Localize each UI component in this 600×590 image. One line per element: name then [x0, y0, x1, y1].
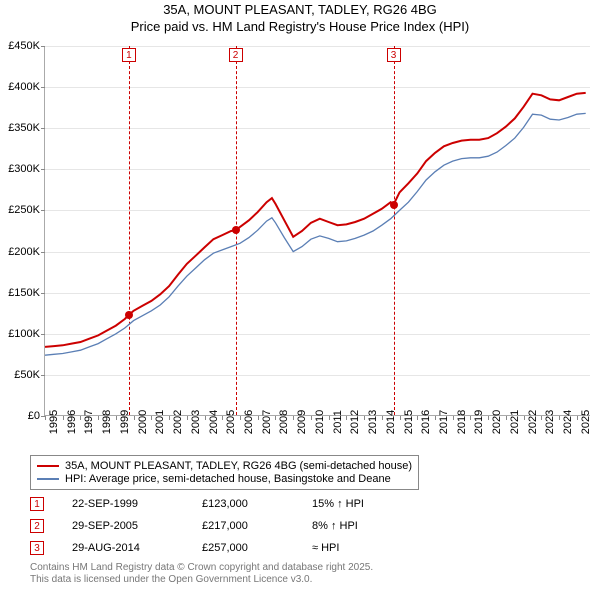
sale-row-price: £217,000	[202, 520, 312, 532]
sale-dot-3	[390, 201, 398, 209]
legend-row-series-1: 35A, MOUNT PLEASANT, TADLEY, RG26 4BG (s…	[37, 460, 412, 472]
chart-plot-area: 1 2 3	[44, 46, 590, 416]
y-axis-tick-label: £350K	[0, 122, 40, 134]
house-price-chart: { "title": { "line1": "35A, MOUNT PLEASA…	[0, 0, 600, 590]
sale-dot-1	[125, 311, 133, 319]
legend-row-series-2: HPI: Average price, semi-detached house,…	[37, 473, 412, 485]
y-axis-tick-label: £50K	[0, 369, 40, 381]
sale-row-3: 3 29-AUG-2014£257,000≈ HPI	[30, 541, 339, 555]
footnote-line1: Contains HM Land Registry data © Crown c…	[30, 562, 373, 574]
sale-row-price: £257,000	[202, 542, 312, 554]
sale-marker-box-2: 2	[229, 48, 243, 62]
footnote-line2: This data is licensed under the Open Gov…	[30, 574, 373, 586]
sale-marker-box-1: 1	[122, 48, 136, 62]
y-axis-tick-label: £150K	[0, 287, 40, 299]
sale-dot-2	[232, 226, 240, 234]
y-axis-tick-label: £0	[0, 410, 40, 422]
sale-row-date: 29-SEP-2005	[72, 520, 202, 532]
legend-swatch-1	[37, 465, 59, 467]
chart-title-line1: 35A, MOUNT PLEASANT, TADLEY, RG26 4BG	[0, 2, 600, 19]
chart-lines-svg	[45, 46, 591, 416]
y-axis-tick-label: £300K	[0, 163, 40, 175]
sale-row-date: 22-SEP-1999	[72, 498, 202, 510]
sale-row-diff: 15% ↑ HPI	[312, 498, 364, 510]
sale-row-marker: 2	[30, 519, 44, 533]
legend-label-1: 35A, MOUNT PLEASANT, TADLEY, RG26 4BG (s…	[65, 460, 412, 472]
sale-row-price: £123,000	[202, 498, 312, 510]
y-axis-tick-label: £400K	[0, 81, 40, 93]
chart-legend: 35A, MOUNT PLEASANT, TADLEY, RG26 4BG (s…	[30, 455, 419, 490]
legend-swatch-2	[37, 478, 59, 480]
footnote: Contains HM Land Registry data © Crown c…	[30, 562, 373, 586]
chart-title-line2: Price paid vs. HM Land Registry's House …	[0, 19, 600, 36]
sale-row-diff: ≈ HPI	[312, 542, 339, 554]
sale-row-diff: 8% ↑ HPI	[312, 520, 358, 532]
y-axis-tick-label: £450K	[0, 40, 40, 52]
sale-row-date: 29-AUG-2014	[72, 542, 202, 554]
legend-label-2: HPI: Average price, semi-detached house,…	[65, 473, 391, 485]
y-axis-tick-label: £100K	[0, 328, 40, 340]
sale-row-1: 1 22-SEP-1999£123,00015% ↑ HPI	[30, 497, 364, 511]
y-axis-tick-label: £200K	[0, 246, 40, 258]
chart-title-block: 35A, MOUNT PLEASANT, TADLEY, RG26 4BG Pr…	[0, 0, 600, 36]
sale-marker-box-3: 3	[387, 48, 401, 62]
sale-row-marker: 1	[30, 497, 44, 511]
sale-row-marker: 3	[30, 541, 44, 555]
y-axis-tick-label: £250K	[0, 204, 40, 216]
sale-row-2: 2 29-SEP-2005£217,0008% ↑ HPI	[30, 519, 358, 533]
series-line-1	[45, 93, 586, 347]
